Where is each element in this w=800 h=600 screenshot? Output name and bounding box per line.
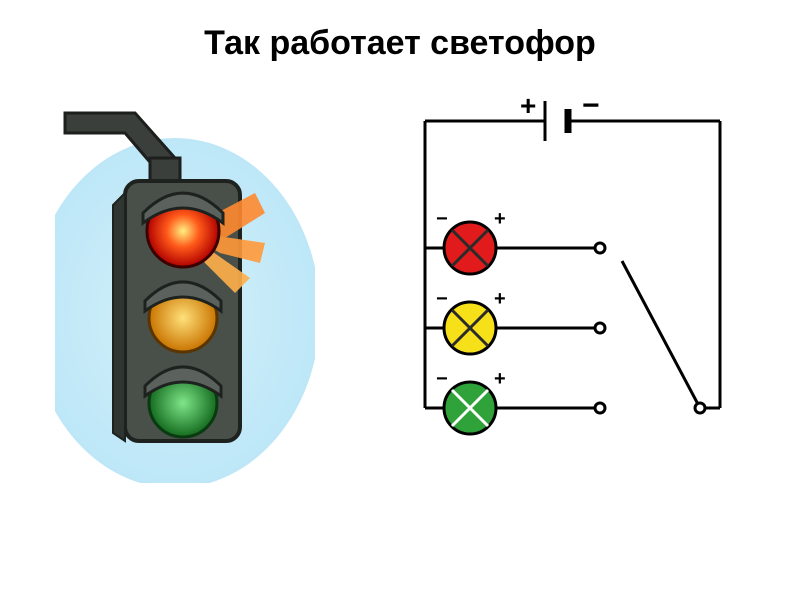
housing-side [113, 193, 125, 441]
green-light [145, 367, 221, 437]
switch-contact-green [595, 403, 605, 413]
lamp-yellow-plus-label: + [494, 288, 506, 310]
switch-contact-red [595, 243, 605, 253]
lamp-green-plus-label: + [494, 368, 506, 390]
mounting-bracket [150, 158, 180, 181]
lamp-red-minus-label: − [436, 208, 448, 230]
rotary-switch [622, 261, 705, 413]
battery-minus-label: − [582, 89, 600, 122]
switch-arm [622, 261, 700, 408]
switch-pivot [695, 403, 705, 413]
main-illustration-area: + − − + [0, 63, 800, 563]
lamp-green-minus-label: − [436, 368, 448, 390]
battery-plus-label: + [520, 90, 536, 121]
lamp-branch-red: − + [425, 208, 605, 274]
lamp-red-plus-label: + [494, 208, 506, 230]
yellow-light [145, 282, 221, 352]
traffic-light-illustration [55, 103, 315, 483]
circuit-diagram: + − − + [370, 83, 750, 503]
lamp-branch-yellow: − + [425, 288, 605, 354]
lamp-yellow-minus-label: − [436, 288, 448, 310]
switch-contact-yellow [595, 323, 605, 333]
page-title: Так работает светофор [0, 0, 800, 63]
lamp-branch-green: − + [425, 368, 605, 434]
